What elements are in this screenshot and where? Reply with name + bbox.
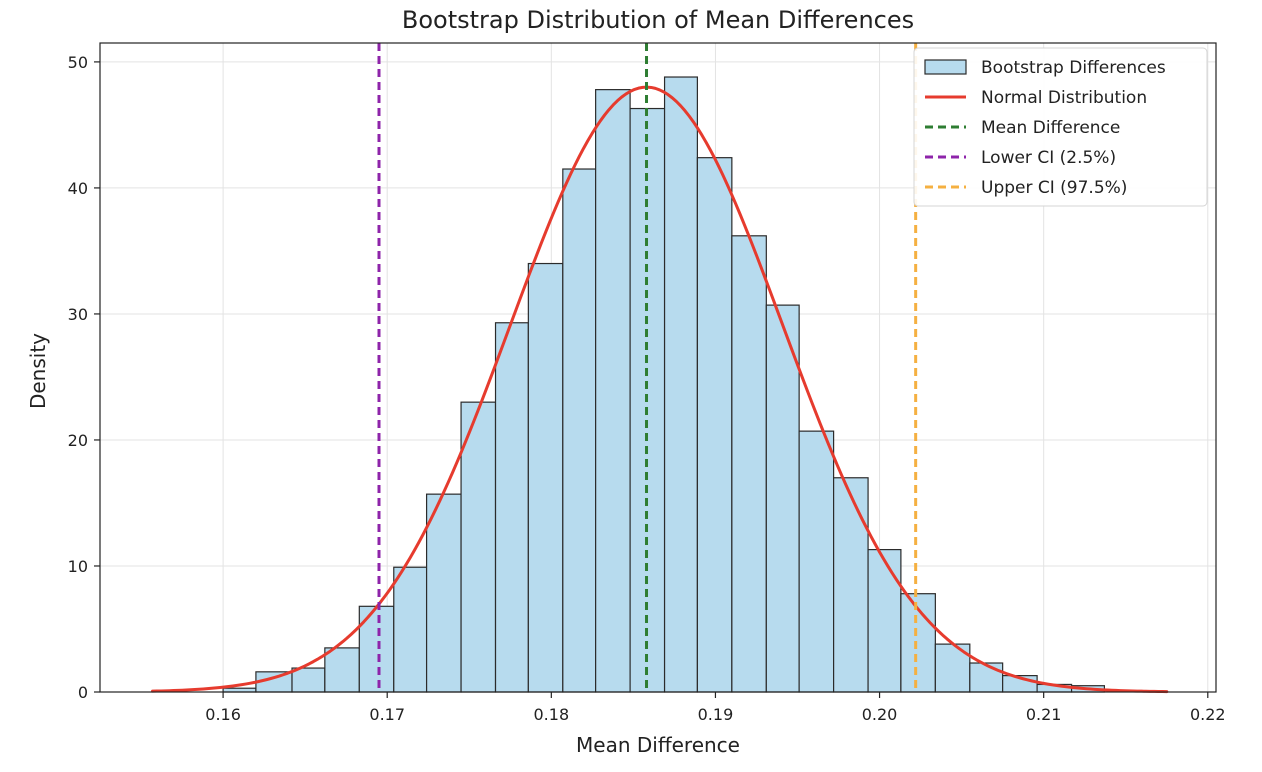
x-tick-label: 0.22 — [1190, 705, 1226, 724]
y-tick-label: 40 — [68, 179, 88, 198]
histogram-bar-12 — [595, 89, 631, 693]
y-axis-label: Density — [26, 333, 50, 409]
histogram-bar-15 — [696, 157, 733, 693]
y-tick-label: 50 — [68, 53, 88, 72]
legend-swatch-bootstrap-differences — [924, 59, 967, 75]
histogram-bar-3 — [291, 667, 326, 693]
x-tick-label: 0.20 — [862, 705, 898, 724]
legend-label-lower-ci-2-5: Lower CI (2.5%) — [981, 148, 1116, 168]
histogram-bars — [222, 76, 1105, 693]
x-axis-label: Mean Difference — [576, 733, 740, 757]
chart-title: Bootstrap Distribution of Mean Differenc… — [402, 6, 914, 34]
histogram-bar-6 — [393, 566, 428, 693]
histogram-bar-20 — [867, 548, 902, 693]
histogram-bar-10 — [527, 262, 564, 693]
legend-box — [913, 47, 1208, 207]
y-tick-label: 10 — [68, 557, 88, 576]
histogram-bar-16 — [731, 235, 767, 693]
histogram-bar-9 — [494, 322, 529, 693]
normal-distribution-curve-layer — [151, 85, 1169, 694]
legend-label-normal-distribution: Normal Distribution — [981, 88, 1147, 108]
histogram-bar-8 — [460, 401, 497, 693]
histogram-bar-18 — [798, 430, 835, 693]
histogram-bar-23 — [969, 662, 1004, 693]
legend-label-mean-difference: Mean Difference — [981, 118, 1120, 138]
legend-label-bootstrap-differences: Bootstrap Differences — [981, 58, 1166, 78]
normal-distribution-curve — [151, 85, 1169, 694]
plot-axes — [99, 42, 1217, 693]
histogram-bar-7 — [425, 493, 462, 693]
legend: Bootstrap Differences Normal Distribution… — [913, 47, 1208, 207]
y-tick-label: 0 — [78, 683, 88, 702]
y-tick-label: 20 — [68, 431, 88, 450]
x-tick-label: 0.17 — [369, 705, 405, 724]
x-tick-label: 0.19 — [698, 705, 734, 724]
histogram-bar-4 — [324, 647, 360, 693]
x-tick-label: 0.16 — [205, 705, 241, 724]
x-tick-label: 0.18 — [534, 705, 570, 724]
axis-ticks: 0.16 0.17 0.18 0.19 0.20 0.21 0.22 0 10 20 30 40 50 — [68, 53, 1226, 724]
histogram-bar-11 — [562, 168, 597, 693]
histogram-bar-17 — [765, 304, 800, 693]
histogram-bar-14 — [663, 76, 698, 693]
x-tick-label: 0.21 — [1026, 705, 1062, 724]
legend-label-upper-ci-97-5: Upper CI (97.5%) — [981, 178, 1127, 198]
histogram-bar-19 — [833, 477, 869, 693]
y-tick-label: 30 — [68, 305, 88, 324]
plot-frame — [99, 42, 1217, 693]
